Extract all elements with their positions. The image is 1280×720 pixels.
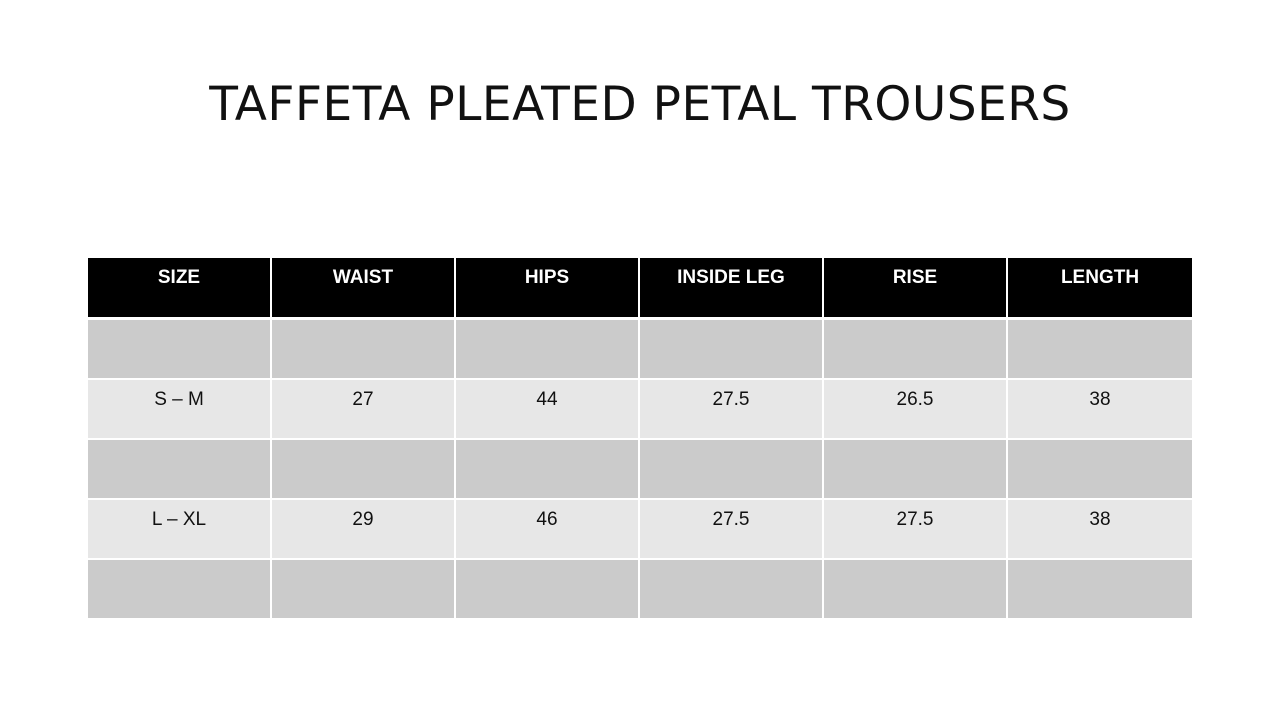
table-cell (640, 560, 824, 620)
table-cell (456, 560, 640, 620)
table-cell (640, 320, 824, 380)
waist-cell: 29 (272, 500, 456, 560)
table-row: L – XL 29 46 27.5 27.5 38 (88, 500, 1192, 560)
rise-cell: 26.5 (824, 380, 1008, 440)
table-cell (272, 320, 456, 380)
table-cell (824, 440, 1008, 500)
header-waist: WAIST (272, 258, 456, 320)
page-title: TAFFETA PLEATED PETAL TROUSERS (209, 77, 1071, 132)
size-chart-table: SIZE WAIST HIPS INSIDE LEG RISE LENGTH S… (88, 258, 1192, 620)
table-row (88, 560, 1192, 620)
header-rise: RISE (824, 258, 1008, 320)
table-cell (640, 440, 824, 500)
rise-cell: 27.5 (824, 500, 1008, 560)
table-row (88, 320, 1192, 380)
length-cell: 38 (1008, 380, 1192, 440)
hips-cell: 46 (456, 500, 640, 560)
inside-leg-cell: 27.5 (640, 500, 824, 560)
hips-cell: 44 (456, 380, 640, 440)
header-size: SIZE (88, 258, 272, 320)
table-row: S – M 27 44 27.5 26.5 38 (88, 380, 1192, 440)
table-header-row: SIZE WAIST HIPS INSIDE LEG RISE LENGTH (88, 258, 1192, 320)
table-cell (824, 320, 1008, 380)
table-cell (1008, 560, 1192, 620)
header-inside-leg: INSIDE LEG (640, 258, 824, 320)
table-cell (456, 320, 640, 380)
table-cell (456, 440, 640, 500)
table-cell (824, 560, 1008, 620)
table-cell (272, 440, 456, 500)
table-cell (1008, 320, 1192, 380)
table-cell (88, 320, 272, 380)
table-cell (88, 560, 272, 620)
size-cell: S – M (88, 380, 272, 440)
table-row (88, 440, 1192, 500)
inside-leg-cell: 27.5 (640, 380, 824, 440)
table-cell (1008, 440, 1192, 500)
header-length: LENGTH (1008, 258, 1192, 320)
table-cell (88, 440, 272, 500)
size-cell: L – XL (88, 500, 272, 560)
table-cell (272, 560, 456, 620)
waist-cell: 27 (272, 380, 456, 440)
header-hips: HIPS (456, 258, 640, 320)
length-cell: 38 (1008, 500, 1192, 560)
